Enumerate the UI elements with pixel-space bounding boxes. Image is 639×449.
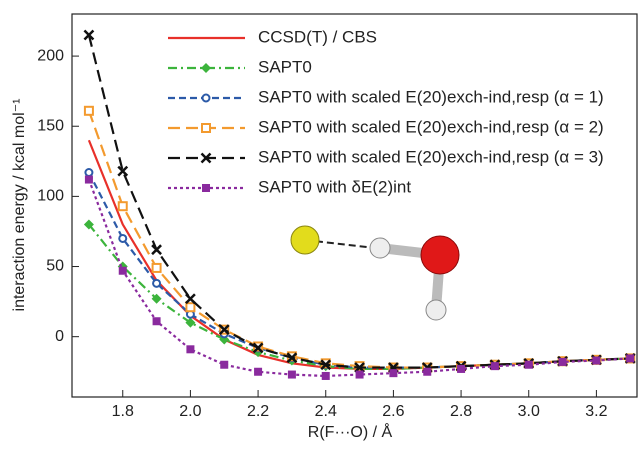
legend: CCSD(T) / CBS SAPT0 SAPT0 with scaled E(20… [168,27,604,196]
y-tick-label: 0 [55,328,64,345]
marker [559,358,567,366]
y-tick-label: 100 [37,188,64,205]
series-line [89,140,630,369]
marker [288,371,296,379]
marker [220,361,228,369]
legend-label: SAPT0 with scaled E(20)exch-ind,resp (α … [258,147,604,166]
marker [423,368,431,376]
series [85,176,634,380]
marker [254,368,262,376]
x-tick-label: 2.2 [247,403,269,420]
marker [152,245,161,254]
marker [525,361,533,369]
legend-label: SAPT0 [258,57,312,76]
marker [119,235,126,242]
x-tick-label: 2.8 [450,403,472,420]
marker [202,124,210,132]
marker [119,267,127,275]
marker [153,317,161,325]
marker [491,362,499,370]
legend-label: SAPT0 with scaled E(20)exch-ind,resp (α … [258,117,604,136]
marker [85,169,92,176]
x-tick-label: 3.0 [518,403,540,420]
series [85,169,633,371]
x-tick-label: 2.6 [382,403,404,420]
series [89,140,630,369]
series-line [89,35,630,367]
series [84,219,635,374]
marker [203,95,210,102]
y-tick-label: 50 [46,258,64,275]
x-tick-label: 3.2 [585,403,607,420]
marker [186,294,195,303]
marker [186,303,194,311]
legend-label: SAPT0 with δE(2)int [258,177,411,196]
chart: R(F···O) / Å interaction energy / kcal m… [0,0,639,449]
plot-frame [72,14,637,397]
marker [592,357,600,365]
series-line [89,173,630,368]
x-tick-label: 1.8 [112,403,134,420]
series [84,31,634,372]
marker [202,184,210,192]
marker [322,372,330,380]
marker [119,202,127,210]
marker [356,371,364,379]
marker [85,176,93,184]
marker [389,369,397,377]
y-tick-label: 200 [37,47,64,64]
legend-label: SAPT0 with scaled E(20)exch-ind,resp (α … [258,87,604,106]
marker [153,280,160,287]
marker [186,345,194,353]
marker [457,365,465,373]
x-axis-label: R(F···O) / Å [308,422,393,441]
legend-label: CCSD(T) / CBS [258,27,377,46]
marker [153,264,161,272]
molecule [291,226,459,320]
marker [626,354,634,362]
marker [85,107,93,115]
marker [201,63,211,73]
series-line [89,180,630,376]
x-tick-label: 2.4 [315,403,337,420]
x-tick-label: 2.0 [179,403,201,420]
y-axis-label: interaction energy / kcal mol⁻¹ [11,99,28,312]
y-tick-label: 150 [37,117,64,134]
